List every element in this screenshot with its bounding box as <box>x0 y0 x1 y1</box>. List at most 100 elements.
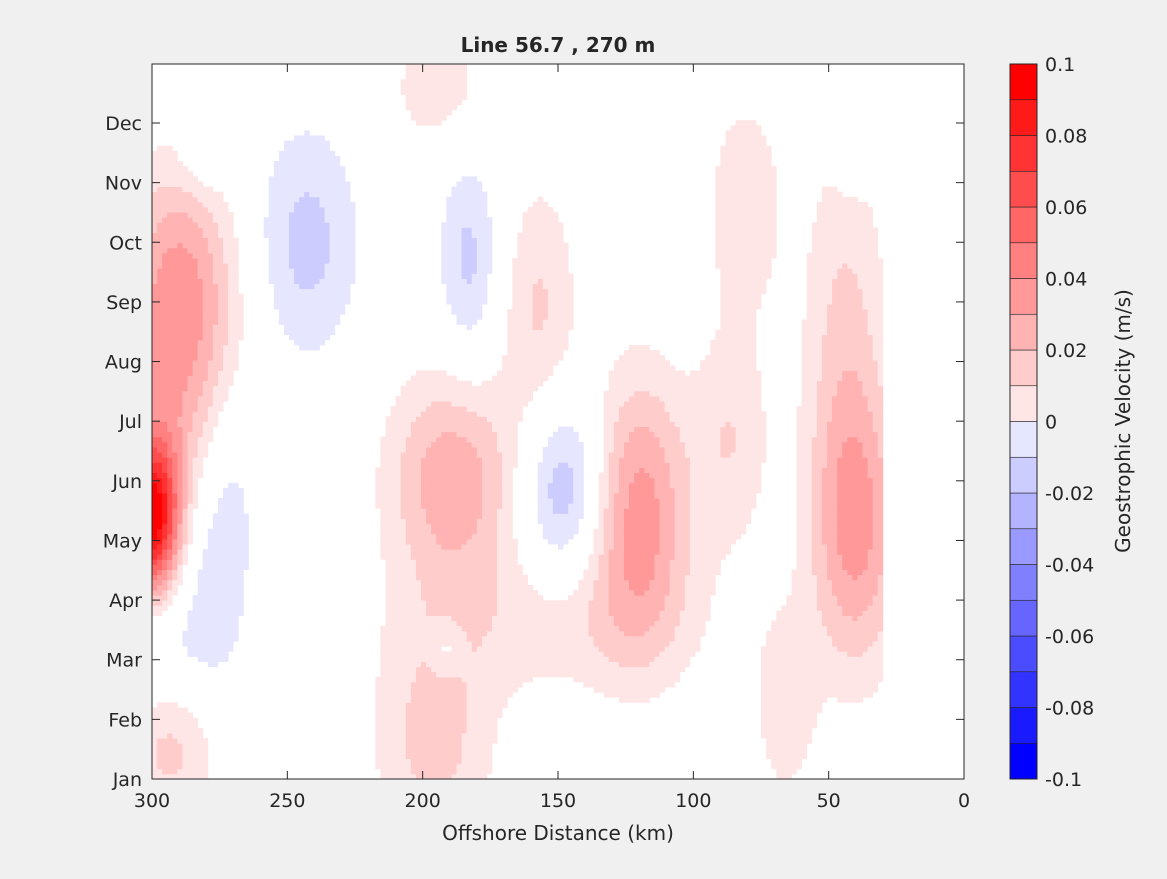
contour-cell <box>167 518 173 525</box>
contour-cell <box>238 503 244 509</box>
contour-cell <box>629 590 635 596</box>
contour-cell <box>558 493 564 499</box>
contour-cell <box>603 692 610 698</box>
contour-cell <box>187 457 194 463</box>
contour-cell <box>492 615 498 622</box>
contour-cell <box>233 630 239 637</box>
contour-cell <box>654 651 660 657</box>
contour-cell <box>486 462 493 468</box>
contour-cell <box>786 615 792 622</box>
contour-cell <box>563 523 569 530</box>
contour-cell <box>867 482 874 489</box>
contour-cell <box>420 605 427 611</box>
contour-cell <box>613 676 620 683</box>
contour-cell <box>375 763 381 770</box>
contour-cell <box>629 595 635 601</box>
contour-cell <box>172 707 178 714</box>
contour-cell <box>512 462 518 468</box>
contour-cell <box>639 559 645 565</box>
contour-cell <box>558 615 564 622</box>
contour-cell <box>832 457 838 463</box>
contour-cell <box>492 538 498 545</box>
contour-cell <box>695 508 701 514</box>
contour-cell <box>481 727 488 734</box>
contour-cell <box>857 584 863 591</box>
contour-cell <box>649 687 655 693</box>
contour-cell <box>420 482 427 489</box>
contour-cell <box>629 584 635 591</box>
contour-cell <box>832 681 838 688</box>
contour-cell <box>441 687 447 693</box>
contour-cell <box>400 676 407 683</box>
contour-cell <box>436 763 442 770</box>
contour-cell <box>618 493 625 499</box>
contour-cell <box>238 528 244 535</box>
contour-cell <box>796 763 802 770</box>
contour-cell <box>623 554 630 560</box>
contour-cell <box>664 452 671 458</box>
contour-cell <box>431 636 437 642</box>
contour-cell <box>796 615 802 622</box>
contour-cell <box>415 554 422 560</box>
contour-cell <box>420 457 427 463</box>
contour-cell <box>847 523 853 530</box>
contour-cell <box>532 600 539 606</box>
contour-cell <box>745 457 752 463</box>
contour-cell <box>217 549 224 555</box>
contour-cell <box>187 773 194 780</box>
contour-cell <box>512 452 518 458</box>
contour-cell <box>471 508 478 514</box>
contour-cell <box>400 538 407 545</box>
contour-cell <box>152 605 158 611</box>
contour-cell <box>644 493 650 499</box>
contour-cell <box>613 518 620 525</box>
contour-cell <box>542 508 549 514</box>
contour-cell <box>162 477 168 484</box>
contour-cell <box>380 487 386 494</box>
contour-cell <box>380 666 386 673</box>
contour-cell <box>451 528 457 535</box>
contour-cell <box>512 544 518 550</box>
contour-cell <box>603 559 610 565</box>
contour-cell <box>420 697 427 703</box>
contour-cell <box>578 493 584 499</box>
contour-cell <box>441 462 447 468</box>
contour-cell <box>426 620 432 627</box>
contour-cell <box>649 579 655 586</box>
contour-cell <box>502 676 508 683</box>
contour-cell <box>811 625 818 632</box>
contour-cell <box>497 625 503 632</box>
contour-cell <box>552 656 559 662</box>
contour-cell <box>446 523 452 530</box>
contour-cell <box>786 600 792 606</box>
contour-cell <box>410 656 417 662</box>
contour-cell <box>796 743 802 749</box>
contour-cell <box>781 758 787 765</box>
contour-cell <box>796 457 802 463</box>
contour-cell <box>608 641 615 647</box>
contour-cell <box>207 544 214 550</box>
contour-cell <box>441 574 447 581</box>
contour-cell <box>715 569 721 576</box>
contour-cell <box>872 508 879 514</box>
contour-cell <box>486 595 493 601</box>
contour-cell <box>862 508 868 514</box>
contour-cell <box>811 630 818 637</box>
contour-cell <box>593 600 600 606</box>
contour-cell <box>821 554 828 560</box>
contour-cell <box>395 462 402 468</box>
contour-cell <box>608 487 615 494</box>
contour-cell <box>197 636 204 642</box>
contour-cell <box>527 590 534 596</box>
contour-cell <box>172 513 178 519</box>
contour-cell <box>715 533 721 540</box>
contour-cell <box>649 549 655 555</box>
contour-cell <box>167 753 173 759</box>
contour-cell <box>608 482 615 489</box>
contour-cell <box>410 579 417 586</box>
contour-cell <box>603 590 610 596</box>
contour-cell <box>608 523 615 530</box>
contour-cell <box>573 656 579 662</box>
contour-cell <box>537 482 544 489</box>
contour-cell <box>644 462 650 468</box>
